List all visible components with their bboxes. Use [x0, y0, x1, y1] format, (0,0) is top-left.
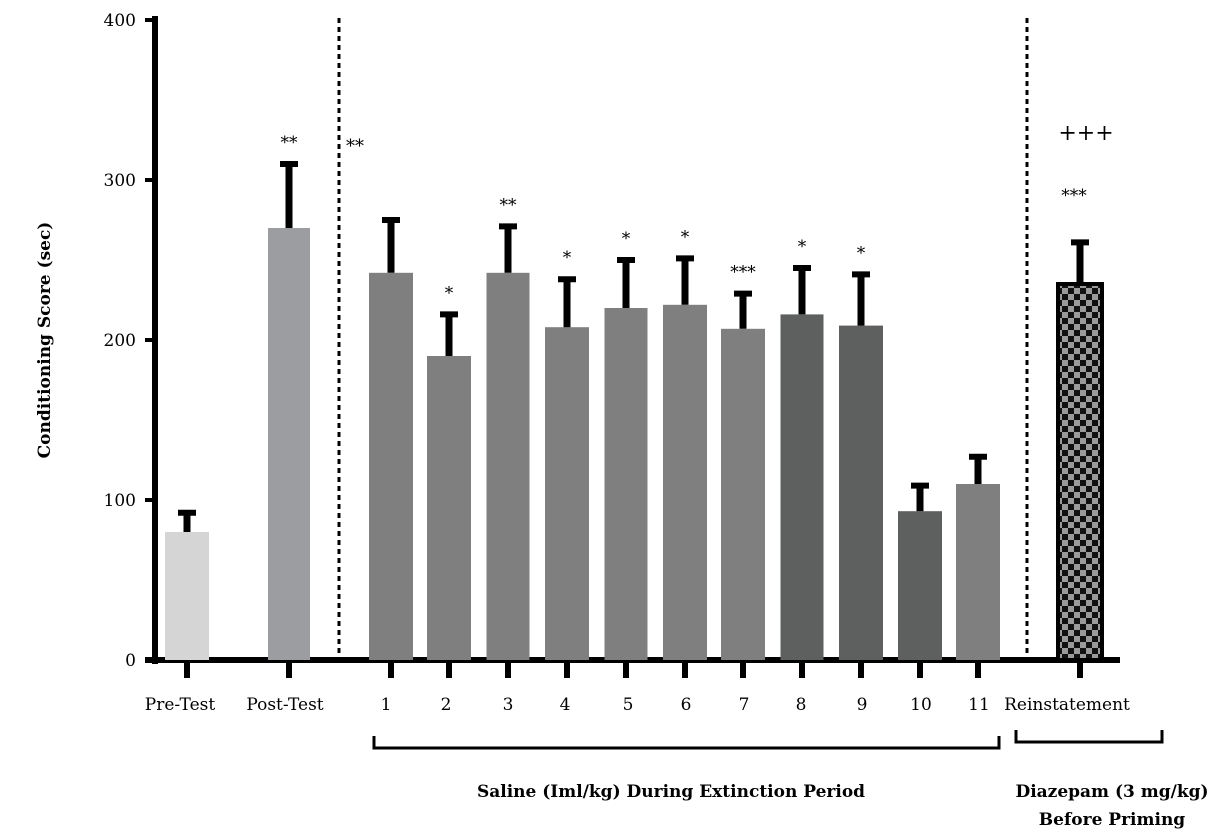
group-label-saline: Saline (Iml/kg) During Extinction Period	[477, 782, 865, 802]
x-tick-label: 2	[441, 695, 452, 715]
x-tick-label: 10	[910, 695, 932, 715]
x-tick-label: 1	[381, 695, 392, 715]
x-tick-label: 6	[681, 695, 692, 715]
significance-label: *	[622, 229, 631, 249]
significance-label: **	[500, 195, 518, 215]
x-tick-label: 7	[739, 695, 750, 715]
significance-label: *	[563, 248, 572, 268]
bar	[165, 532, 209, 660]
y-axis-label: Conditioning Score (sec)	[35, 222, 55, 459]
annotation-reinstatement-sig: +++	[1058, 121, 1113, 146]
significance-label: ***	[1061, 186, 1087, 206]
x-tick-label: Pre-Test	[145, 695, 216, 715]
significance-label: *	[681, 227, 690, 247]
x-tick-label: 5	[623, 695, 634, 715]
bar	[268, 228, 310, 660]
x-tick-label: 4	[560, 695, 571, 715]
x-tick-label: Post-Test	[246, 695, 323, 715]
y-tick-label: 0	[125, 651, 136, 671]
dividers	[337, 18, 1029, 656]
bar	[839, 325, 883, 660]
x-tick-label: 9	[857, 695, 868, 715]
x-tick-label: 3	[503, 695, 514, 715]
y-tick-label: 400	[104, 11, 136, 31]
significance-label: **	[281, 133, 299, 153]
annotation-divider-sig: **	[346, 136, 364, 157]
group-label-diazepam-line2: Before Priming	[1039, 810, 1186, 830]
bar	[721, 328, 765, 660]
y-tick-label: 300	[104, 171, 136, 191]
bar	[486, 272, 530, 660]
bar	[780, 314, 824, 660]
bar	[604, 308, 648, 660]
group-brackets	[372, 730, 1164, 750]
bar	[1056, 282, 1104, 662]
y-tick-label: 100	[104, 491, 136, 511]
bar	[898, 511, 942, 660]
significance-label: *	[445, 283, 454, 303]
bar	[956, 484, 1000, 660]
group-label-diazepam-line1: Diazepam (3 mg/kg)	[1015, 782, 1208, 802]
bar	[545, 327, 589, 660]
bracket-diazepam	[1014, 730, 1164, 744]
y-tick-label: 200	[104, 331, 136, 351]
bar	[369, 272, 413, 660]
y-ticks: 0 100 200 300 400	[104, 11, 157, 671]
bars: ******* ***** ****	[165, 133, 1104, 662]
x-tick-label: Reinstatement	[1004, 695, 1130, 715]
bar	[427, 356, 471, 660]
significance-label: *	[857, 243, 866, 263]
significance-label: ***	[730, 263, 756, 283]
x-tick-labels: Pre-Test Post-Test 1 2 3 4 5 6 7 8 9 10 11 Reinstatem…	[145, 660, 1130, 715]
x-tick-label: 11	[968, 695, 990, 715]
significance-label: *	[798, 237, 807, 257]
bracket-saline	[372, 736, 1001, 750]
x-tick-label: 8	[796, 695, 807, 715]
bar	[663, 304, 707, 660]
